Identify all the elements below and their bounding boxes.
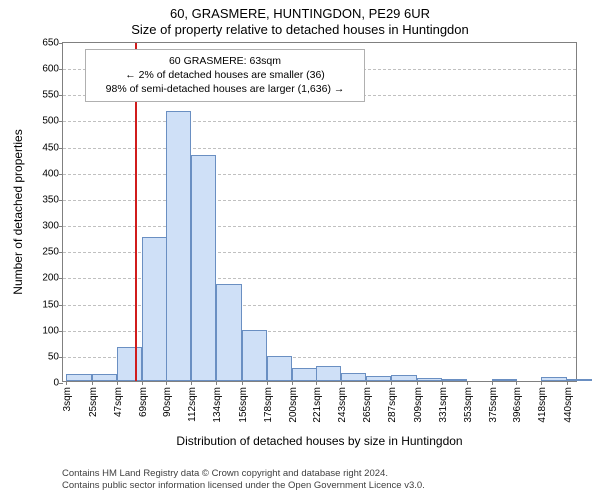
x-tick-label: 90sqm — [162, 387, 173, 417]
x-tick — [267, 381, 268, 385]
x-tick-label: 440sqm — [563, 387, 574, 423]
histogram-bar — [567, 379, 592, 381]
y-axis-label: Number of detached properties — [11, 129, 25, 294]
x-tick — [191, 381, 192, 385]
annotation-box: 60 GRASMERE: 63sqm← 2% of detached house… — [85, 49, 365, 102]
y-tick-label: 50 — [48, 351, 63, 362]
x-tick-label: 69sqm — [138, 387, 149, 417]
x-tick-label: 112sqm — [187, 387, 198, 422]
y-tick-label: 500 — [42, 116, 63, 127]
x-tick-label: 25sqm — [88, 387, 99, 417]
x-tick — [92, 381, 93, 385]
histogram-bar — [541, 377, 566, 381]
histogram-bar — [191, 155, 216, 381]
attribution-line1: Contains HM Land Registry data © Crown c… — [62, 468, 425, 480]
x-tick — [567, 381, 568, 385]
histogram-bar — [142, 237, 167, 381]
histogram-bar — [442, 379, 467, 381]
histogram-bar — [391, 375, 416, 381]
y-tick-label: 100 — [42, 325, 63, 336]
y-tick-label: 650 — [42, 38, 63, 49]
gridline — [63, 252, 576, 253]
y-tick-label: 250 — [42, 247, 63, 258]
x-tick-label: 47sqm — [113, 387, 124, 417]
gridline — [63, 305, 576, 306]
annotation-line-1: 60 GRASMERE: 63sqm — [94, 54, 356, 68]
x-tick-label: 3sqm — [62, 387, 73, 411]
x-tick — [316, 381, 317, 385]
x-tick-label: 134sqm — [212, 387, 223, 423]
histogram-bar — [417, 378, 442, 381]
x-tick-label: 375sqm — [488, 387, 499, 423]
histogram-bar — [216, 284, 241, 381]
attribution-text: Contains HM Land Registry data © Crown c… — [62, 468, 425, 493]
x-tick — [292, 381, 293, 385]
x-tick-label: 221sqm — [312, 387, 323, 423]
y-tick-label: 550 — [42, 90, 63, 101]
annotation-line-3: 98% of semi-detached houses are larger (… — [94, 82, 356, 96]
x-tick-label: 331sqm — [438, 387, 449, 423]
y-tick-label: 450 — [42, 142, 63, 153]
x-tick — [242, 381, 243, 385]
histogram-bar — [341, 373, 366, 381]
x-tick-label: 243sqm — [337, 387, 348, 423]
x-tick — [467, 381, 468, 385]
x-tick-label: 200sqm — [288, 387, 299, 423]
histogram-bar — [117, 347, 142, 381]
y-tick-label: 400 — [42, 168, 63, 179]
gridline — [63, 148, 576, 149]
x-tick — [391, 381, 392, 385]
histogram-bar — [267, 356, 292, 381]
gridline — [63, 226, 576, 227]
chart-title-address: 60, GRASMERE, HUNTINGDON, PE29 6UR — [0, 0, 600, 22]
x-tick — [166, 381, 167, 385]
gridline — [63, 331, 576, 332]
x-tick-label: 265sqm — [362, 387, 373, 423]
chart-title-subtitle: Size of property relative to detached ho… — [0, 22, 600, 38]
y-tick-label: 200 — [42, 273, 63, 284]
histogram-bar — [242, 330, 267, 381]
histogram-bar — [166, 111, 191, 381]
x-tick-label: 156sqm — [238, 387, 249, 423]
histogram-bar — [316, 366, 341, 381]
histogram-bar — [366, 376, 391, 381]
chart-container: 60, GRASMERE, HUNTINGDON, PE29 6UR Size … — [0, 0, 600, 500]
gridline — [63, 278, 576, 279]
y-tick-label: 150 — [42, 299, 63, 310]
y-tick-label: 300 — [42, 221, 63, 232]
x-tick — [117, 381, 118, 385]
x-tick — [66, 381, 67, 385]
x-tick-label: 178sqm — [263, 387, 274, 423]
x-tick-label: 396sqm — [512, 387, 523, 423]
x-tick — [142, 381, 143, 385]
plot-area: 0501001502002503003504004505005506006503… — [62, 42, 577, 382]
x-tick-label: 309sqm — [413, 387, 424, 423]
gridline — [63, 174, 576, 175]
x-tick — [541, 381, 542, 385]
gridline — [63, 121, 576, 122]
x-tick — [341, 381, 342, 385]
x-tick — [492, 381, 493, 385]
x-axis-label: Distribution of detached houses by size … — [176, 434, 462, 448]
y-tick-label: 600 — [42, 64, 63, 75]
histogram-bar — [492, 379, 517, 381]
x-tick — [442, 381, 443, 385]
histogram-bar — [92, 374, 117, 381]
x-tick — [366, 381, 367, 385]
x-tick — [417, 381, 418, 385]
x-tick — [216, 381, 217, 385]
x-tick-label: 353sqm — [463, 387, 474, 423]
attribution-line2: Contains public sector information licen… — [62, 480, 425, 492]
x-tick — [516, 381, 517, 385]
x-tick-label: 287sqm — [387, 387, 398, 423]
x-tick-label: 418sqm — [537, 387, 548, 423]
y-tick-label: 350 — [42, 194, 63, 205]
histogram-bar — [66, 374, 91, 381]
gridline — [63, 200, 576, 201]
histogram-bar — [292, 368, 317, 381]
annotation-line-2: ← 2% of detached houses are smaller (36) — [94, 68, 356, 82]
